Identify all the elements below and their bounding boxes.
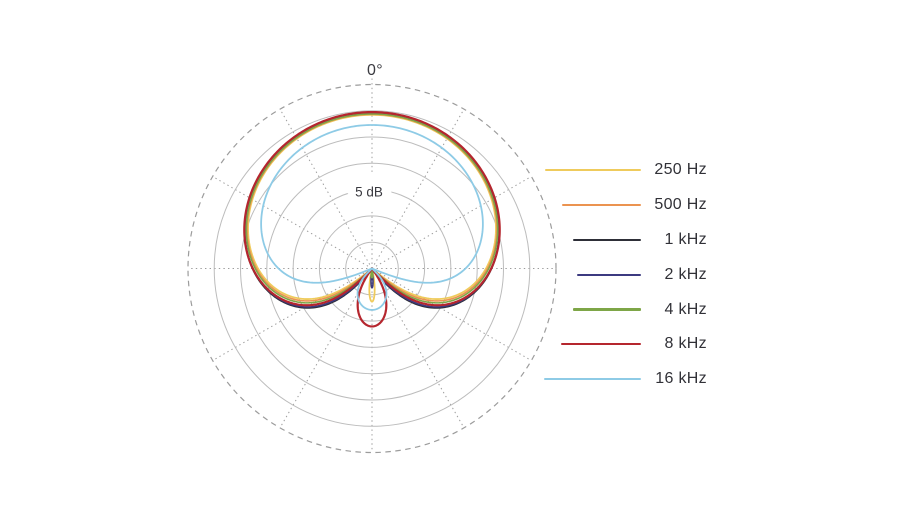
curve-8-khz [243,111,501,328]
legend-label: 250 Hz [654,161,707,179]
legend-swatch [561,343,641,346]
legend-swatch-box [543,204,641,207]
legend-swatch [545,169,641,172]
legend-swatch-box [543,378,641,381]
legend-swatch-box [543,238,641,242]
legend-item: 4 kHz [543,292,709,327]
legend-swatch-box [543,343,641,346]
legend-swatch [573,308,641,311]
legend-swatch [544,378,641,381]
legend-label: 4 kHz [664,300,707,318]
legend-item: 250 Hz [543,153,709,188]
zero-degree-label: 0° [367,62,383,79]
db-scale-text: 5 dB [355,184,383,200]
legend-label: 16 kHz [655,370,707,388]
legend-swatch-box [543,169,641,172]
legend-item: 2 kHz [543,257,709,292]
legend-label: 8 kHz [664,335,707,353]
curve-4-khz [245,113,499,304]
legend: 250 Hz 500 Hz 1 kHz 2 kHz 4 kHz 8 kHz 16 kHz [543,153,709,397]
legend-swatch-box [543,308,641,311]
legend-item: 16 kHz [543,362,709,397]
curve-16-khz [260,124,484,311]
legend-swatch [573,238,641,242]
legend-label: 500 Hz [654,196,707,214]
legend-label: 2 kHz [664,265,707,283]
legend-swatch [577,273,641,276]
legend-item: 8 kHz [543,327,709,362]
legend-item: 500 Hz [543,188,709,223]
legend-item: 1 kHz [543,223,709,258]
legend-label: 1 kHz [664,230,707,248]
legend-swatch [562,204,641,207]
legend-swatch-box [543,273,641,276]
